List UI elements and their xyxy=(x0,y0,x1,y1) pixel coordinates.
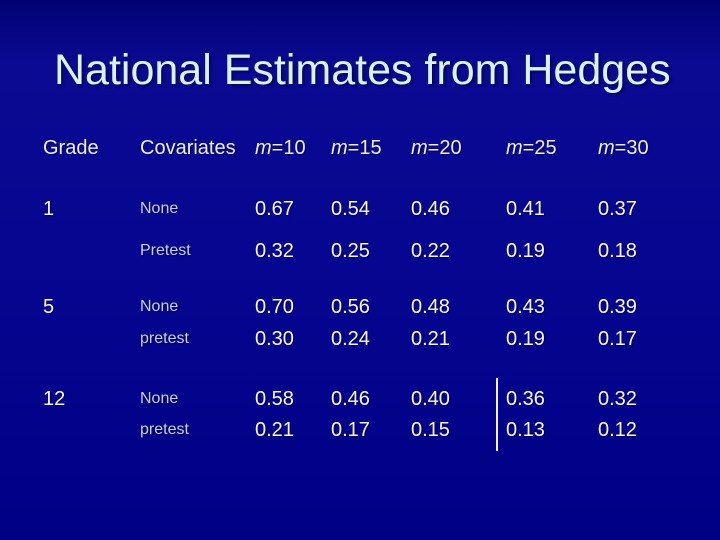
value-cell: 0.48 xyxy=(411,296,450,318)
value-cell: 0.19 xyxy=(506,240,545,262)
value-cell: 0.67 xyxy=(255,198,294,220)
value-cell: 0.21 xyxy=(411,328,450,350)
covariate-cell: pretest xyxy=(140,421,189,438)
covariate-cell: pretest xyxy=(140,330,189,347)
m-value-label: =20 xyxy=(427,137,462,159)
table-row-grade1-none: 1 None 0.67 0.54 0.46 0.41 0.37 xyxy=(0,198,720,222)
vertical-divider-line xyxy=(496,378,498,451)
value-cell: 0.19 xyxy=(506,328,545,350)
table-row-grade5-pretest: pretest 0.30 0.24 0.21 0.19 0.17 xyxy=(0,328,720,352)
grade-cell: 12 xyxy=(43,388,66,410)
column-header-m25: m=25 xyxy=(506,137,557,159)
table-row-grade12-none: 12 None 0.58 0.46 0.40 0.36 0.32 xyxy=(0,388,720,412)
value-cell: 0.18 xyxy=(598,240,637,262)
column-header-m10: m=10 xyxy=(255,137,306,159)
m-variable-label: m xyxy=(411,137,428,159)
column-header-m20: m=20 xyxy=(411,137,462,159)
value-cell: 0.40 xyxy=(411,388,450,410)
value-cell: 0.37 xyxy=(598,198,637,220)
covariate-cell: None xyxy=(140,200,179,217)
value-cell: 0.24 xyxy=(331,328,370,350)
value-cell: 0.32 xyxy=(255,240,294,262)
table-row-grade12-pretest: pretest 0.21 0.17 0.15 0.13 0.12 xyxy=(0,419,720,443)
m-variable-label: m xyxy=(255,137,272,159)
m-value-label: =10 xyxy=(271,137,306,159)
value-cell: 0.17 xyxy=(598,328,637,350)
slide-title: National Estimates from Hedges xyxy=(54,46,671,94)
value-cell: 0.54 xyxy=(331,198,370,220)
covariate-cell: None xyxy=(140,390,179,407)
covariate-cell: Pretest xyxy=(140,242,191,259)
m-variable-label: m xyxy=(598,137,615,159)
value-cell: 0.41 xyxy=(506,198,545,220)
m-variable-label: m xyxy=(331,137,348,159)
grade-cell: 5 xyxy=(43,296,55,318)
table-row-grade5-none: 5 None 0.70 0.56 0.48 0.43 0.39 xyxy=(0,296,720,320)
m-value-label: =25 xyxy=(522,137,557,159)
value-cell: 0.32 xyxy=(598,388,637,410)
column-header-m15: m=15 xyxy=(331,137,382,159)
value-cell: 0.43 xyxy=(506,296,545,318)
grade-cell: 1 xyxy=(43,198,55,220)
value-cell: 0.36 xyxy=(506,388,545,410)
value-cell: 0.22 xyxy=(411,240,450,262)
value-cell: 0.15 xyxy=(411,419,450,441)
covariate-cell: None xyxy=(140,298,179,315)
value-cell: 0.21 xyxy=(255,419,294,441)
value-cell: 0.70 xyxy=(255,296,294,318)
value-cell: 0.17 xyxy=(331,419,370,441)
value-cell: 0.39 xyxy=(598,296,637,318)
value-cell: 0.46 xyxy=(411,198,450,220)
m-variable-label: m xyxy=(506,137,523,159)
value-cell: 0.13 xyxy=(506,419,545,441)
table-row-grade1-pretest: Pretest 0.32 0.25 0.22 0.19 0.18 xyxy=(0,240,720,264)
value-cell: 0.56 xyxy=(331,296,370,318)
column-header-m30: m=30 xyxy=(598,137,649,159)
value-cell: 0.12 xyxy=(598,419,637,441)
value-cell: 0.58 xyxy=(255,388,294,410)
table-header-row: Grade Covariates m=10 m=15 m=20 m=25 m=3… xyxy=(0,137,720,161)
value-cell: 0.25 xyxy=(331,240,370,262)
value-cell: 0.46 xyxy=(331,388,370,410)
column-header-grade: Grade xyxy=(43,137,99,159)
column-header-covariates: Covariates xyxy=(140,137,236,159)
value-cell: 0.30 xyxy=(255,328,294,350)
m-value-label: =30 xyxy=(614,137,649,159)
m-value-label: =15 xyxy=(347,137,382,159)
